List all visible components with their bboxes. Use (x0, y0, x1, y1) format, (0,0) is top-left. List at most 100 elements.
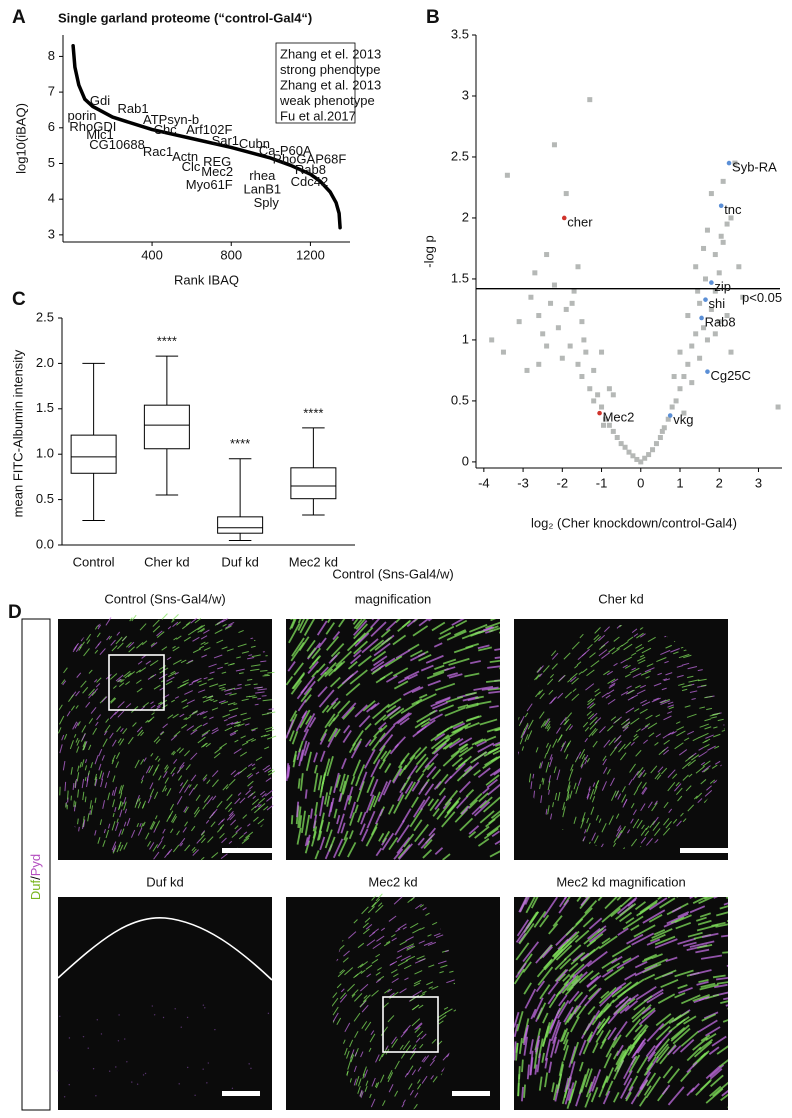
speck (101, 1033, 102, 1034)
diaphragm-stroke (269, 709, 274, 710)
speck (175, 1008, 176, 1009)
x-tick-label: 3 (755, 475, 762, 490)
diaphragm-stroke (522, 1087, 523, 1101)
box (144, 405, 189, 449)
protein-point (607, 386, 612, 391)
speck (248, 1063, 249, 1064)
protein-point (721, 179, 726, 184)
image-title: Mec2 kd (368, 874, 417, 889)
diaphragm-stroke (162, 614, 167, 620)
y-tick-label: 0.5 (451, 392, 469, 407)
speck (268, 1013, 269, 1014)
speck (115, 1066, 116, 1067)
protein-point (591, 368, 596, 373)
protein-point (595, 392, 600, 397)
y-tick-label: 1 (462, 331, 469, 346)
image-title: magnification (355, 591, 432, 606)
significance: **** (303, 405, 323, 420)
protein-point (776, 405, 781, 410)
speck (88, 1048, 89, 1049)
protein-point (505, 173, 510, 178)
speck (206, 1082, 207, 1083)
speck (131, 1081, 132, 1082)
y-tick-label: 2 (462, 209, 469, 224)
protein-point (681, 374, 686, 379)
protein-point (540, 331, 545, 336)
diaphragm-stroke (292, 815, 293, 824)
protein-point (709, 191, 714, 196)
y-tick-label: 3 (462, 87, 469, 102)
diaphragm-stroke (726, 890, 747, 898)
highlight-label: Cg25C (710, 368, 750, 383)
protein-point (568, 344, 573, 349)
protein-point (528, 295, 533, 300)
gene-label: CG10688 (89, 137, 145, 152)
y-tick-label: 5 (48, 155, 55, 170)
diaphragm-stroke (307, 610, 311, 620)
y-tick-label: 0.0 (36, 536, 54, 551)
y-axis-label: mean FITC-Albumin intensity (10, 349, 25, 517)
x-tick-label: Mec2 kd (289, 554, 338, 569)
scale-bar (222, 1091, 260, 1096)
protein-point (658, 435, 663, 440)
significance: **** (230, 436, 250, 451)
highlight-label: shi (709, 296, 726, 311)
speck (64, 1096, 65, 1097)
speck (145, 1073, 146, 1074)
protein-point (544, 344, 549, 349)
speck (93, 1068, 94, 1069)
diaphragm-stroke (528, 1065, 529, 1080)
gene-label: Sar1 (212, 133, 239, 148)
chart-title: Single garland proteome (“control-Gal4“) (58, 10, 312, 25)
speck (59, 1016, 60, 1017)
protein-point (501, 350, 506, 355)
protein-point (587, 97, 592, 102)
highlight-point (703, 297, 708, 302)
highlight-label: tnc (724, 202, 742, 217)
diaphragm-stroke (516, 1043, 517, 1053)
x-tick-label: Duf kd (221, 554, 259, 569)
y-tick-label: 1.0 (36, 446, 54, 461)
y-tick-label: 1.5 (451, 270, 469, 285)
protein-point (697, 301, 702, 306)
highlight-label: Syb-RA (732, 160, 777, 175)
scale-bar (222, 848, 272, 853)
protein-point (695, 289, 700, 294)
y-tick-label: 2.5 (451, 148, 469, 163)
protein-point (660, 429, 665, 434)
panel-letter: D (8, 602, 22, 623)
diaphragm-stroke (68, 791, 69, 800)
highlight-point (699, 316, 704, 321)
y-tick-label: 8 (48, 48, 55, 63)
y-tick-label: 3 (48, 226, 55, 241)
y-tick-label: 7 (48, 84, 55, 99)
diaphragm-stroke (263, 675, 270, 676)
diaphragm-stroke (522, 1060, 523, 1073)
protein-point (556, 325, 561, 330)
diaphragm-stroke (727, 965, 747, 966)
x-tick-label: 2 (716, 475, 723, 490)
x-tick-label: Control (73, 554, 115, 569)
highlight-label: Mec2 (603, 410, 635, 425)
diaphragm-stroke (728, 852, 738, 857)
y-tick-label: 0.5 (36, 491, 54, 506)
scale-bar (452, 1091, 490, 1096)
protein-point (693, 331, 698, 336)
y-tick-label: 2.5 (36, 309, 54, 324)
protein-point (713, 252, 718, 257)
protein-point (705, 228, 710, 233)
protein-point (719, 234, 724, 239)
y-axis-label: -log p (421, 235, 436, 268)
stain-part: Duf (28, 880, 43, 901)
protein-point (672, 374, 677, 379)
protein-point (552, 283, 557, 288)
protein-point (623, 445, 628, 450)
speck (202, 1068, 203, 1069)
x-tick-label: 1 (676, 475, 683, 490)
diaphragm-stroke (267, 672, 274, 673)
diaphragm-stroke (518, 1074, 519, 1096)
diaphragm-stroke (299, 778, 300, 788)
speck (109, 1071, 110, 1072)
gene-label: LanB1 (244, 181, 282, 196)
